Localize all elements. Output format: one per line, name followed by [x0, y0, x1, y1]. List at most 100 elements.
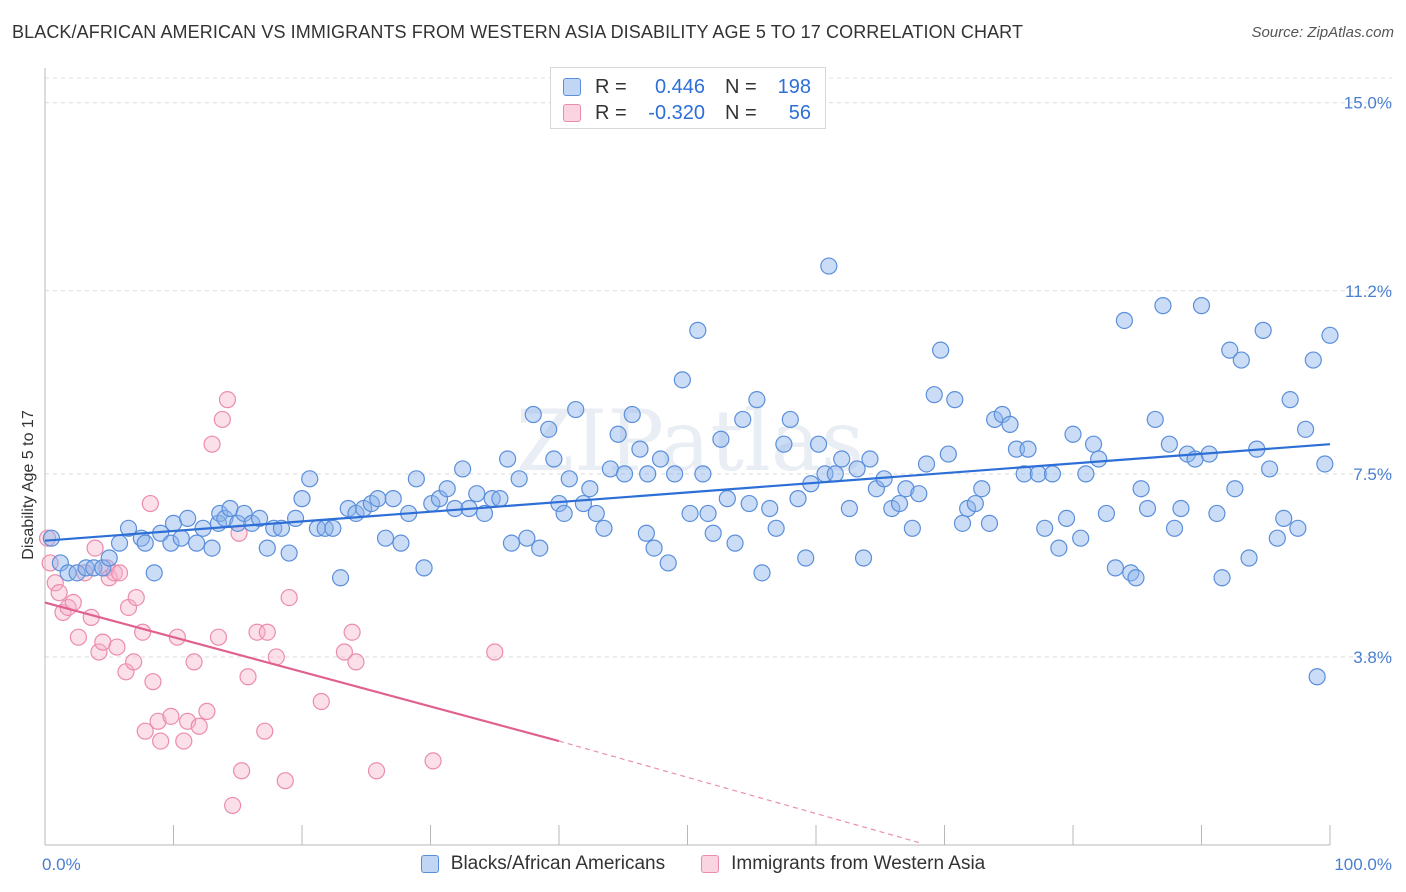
data-point-blue	[407, 470, 425, 488]
data-point-pink	[276, 772, 294, 790]
data-point-blue	[1192, 297, 1211, 315]
data-point-blue	[293, 490, 311, 508]
data-point-blue	[973, 480, 991, 498]
data-point-blue	[1308, 668, 1326, 686]
data-point-pink	[367, 762, 386, 780]
data-point-blue	[609, 425, 627, 443]
data-point-pink	[86, 539, 104, 557]
data-point-blue	[631, 440, 649, 458]
data-point-blue	[502, 534, 521, 552]
data-point-pink	[218, 391, 237, 409]
bottom-legend-label: Immigrants from Western Asia	[731, 853, 986, 874]
data-point-blue	[203, 539, 221, 557]
data-point-blue	[953, 514, 972, 532]
data-point-pink	[258, 623, 276, 641]
y-tick-label: 11.2%	[1345, 282, 1392, 301]
data-point-blue	[726, 534, 744, 552]
data-point-blue	[1015, 465, 1033, 483]
data-point-pink	[141, 494, 159, 513]
data-point-pink	[136, 722, 154, 740]
data-point-blue	[110, 534, 129, 552]
data-point-blue	[753, 564, 771, 582]
data-point-blue	[946, 391, 964, 409]
data-point-blue	[510, 470, 528, 488]
legend-r-label: R =	[595, 101, 627, 124]
data-point-blue	[1084, 435, 1103, 453]
data-point-blue	[789, 490, 807, 508]
data-point-blue	[94, 559, 112, 577]
data-point-blue	[324, 519, 342, 537]
data-point-blue	[68, 564, 86, 582]
data-point-blue	[939, 445, 957, 463]
data-point-blue	[1064, 425, 1082, 443]
data-point-blue	[704, 524, 722, 542]
data-point-blue	[1001, 415, 1019, 433]
data-point-pink	[424, 752, 442, 770]
data-point-blue	[136, 534, 154, 552]
data-point-blue	[966, 494, 984, 513]
data-point-pink	[127, 588, 145, 607]
data-point-blue	[162, 534, 180, 552]
data-point-blue	[861, 450, 879, 468]
data-point-blue	[42, 529, 61, 547]
legend-box: R = 0.446 N = 198 R = -0.320 N = 56	[550, 67, 826, 129]
data-point-blue	[740, 494, 758, 513]
data-point-blue	[623, 405, 641, 424]
data-point-blue	[1127, 569, 1145, 587]
data-point-blue	[1304, 351, 1322, 369]
data-point-pink	[347, 653, 365, 671]
legend-row-blue: R = 0.446 N = 198	[563, 75, 811, 99]
data-point-blue	[1050, 539, 1068, 557]
legend-n-label: N =	[725, 101, 757, 124]
data-point-blue	[1132, 480, 1150, 498]
data-point-blue	[833, 450, 851, 468]
y-axis-title: Disability Age 5 to 17	[20, 410, 37, 560]
data-point-blue	[59, 564, 77, 582]
data-point-blue	[748, 391, 766, 409]
data-point-blue	[1077, 465, 1095, 483]
data-point-blue	[761, 499, 779, 518]
data-point-blue	[1172, 499, 1190, 518]
data-point-pink	[233, 762, 251, 780]
y-tick-label: 3.8%	[1353, 648, 1392, 667]
data-point-blue	[518, 529, 536, 547]
trend-line-blue	[44, 443, 1331, 542]
x-tick-label: 100.0%	[1334, 855, 1392, 874]
data-point-blue	[1316, 455, 1334, 473]
data-point-blue	[280, 544, 298, 562]
data-point-blue	[1138, 499, 1157, 518]
legend-row-pink: R = -0.320 N = 56	[563, 101, 811, 125]
bottom-legend-item-pink: Immigrants from Western Asia	[701, 853, 985, 875]
legend-n-value: 56	[788, 101, 811, 124]
data-point-blue	[1097, 504, 1116, 523]
data-point-blue	[1261, 460, 1279, 478]
data-point-pink	[108, 638, 126, 656]
data-point-blue	[100, 549, 118, 567]
data-point-pink	[110, 564, 129, 582]
data-point-blue	[1165, 519, 1184, 537]
data-point-blue	[694, 465, 712, 483]
data-point-pink	[486, 643, 504, 661]
legend-swatch-pink	[563, 104, 581, 122]
data-point-blue	[384, 490, 402, 508]
data-point-pink	[190, 717, 208, 735]
data-point-blue	[809, 435, 828, 453]
data-point-blue	[286, 509, 305, 528]
data-point-blue	[767, 519, 785, 537]
data-point-blue	[188, 534, 206, 552]
data-point-blue	[524, 405, 542, 424]
data-point-blue	[1043, 465, 1062, 483]
data-point-blue	[1321, 326, 1339, 344]
data-point-blue	[615, 465, 634, 483]
data-point-blue	[250, 509, 269, 528]
gridlines	[45, 77, 1392, 658]
watermark: ZIPatlas	[516, 392, 864, 490]
data-point-blue	[172, 529, 190, 547]
data-point-blue	[734, 410, 752, 429]
data-point-blue	[331, 569, 350, 587]
data-point-blue	[1036, 519, 1054, 537]
data-point-blue	[1232, 351, 1250, 369]
data-point-blue	[1275, 509, 1293, 528]
data-point-blue	[1115, 311, 1134, 330]
data-point-blue	[718, 490, 736, 508]
